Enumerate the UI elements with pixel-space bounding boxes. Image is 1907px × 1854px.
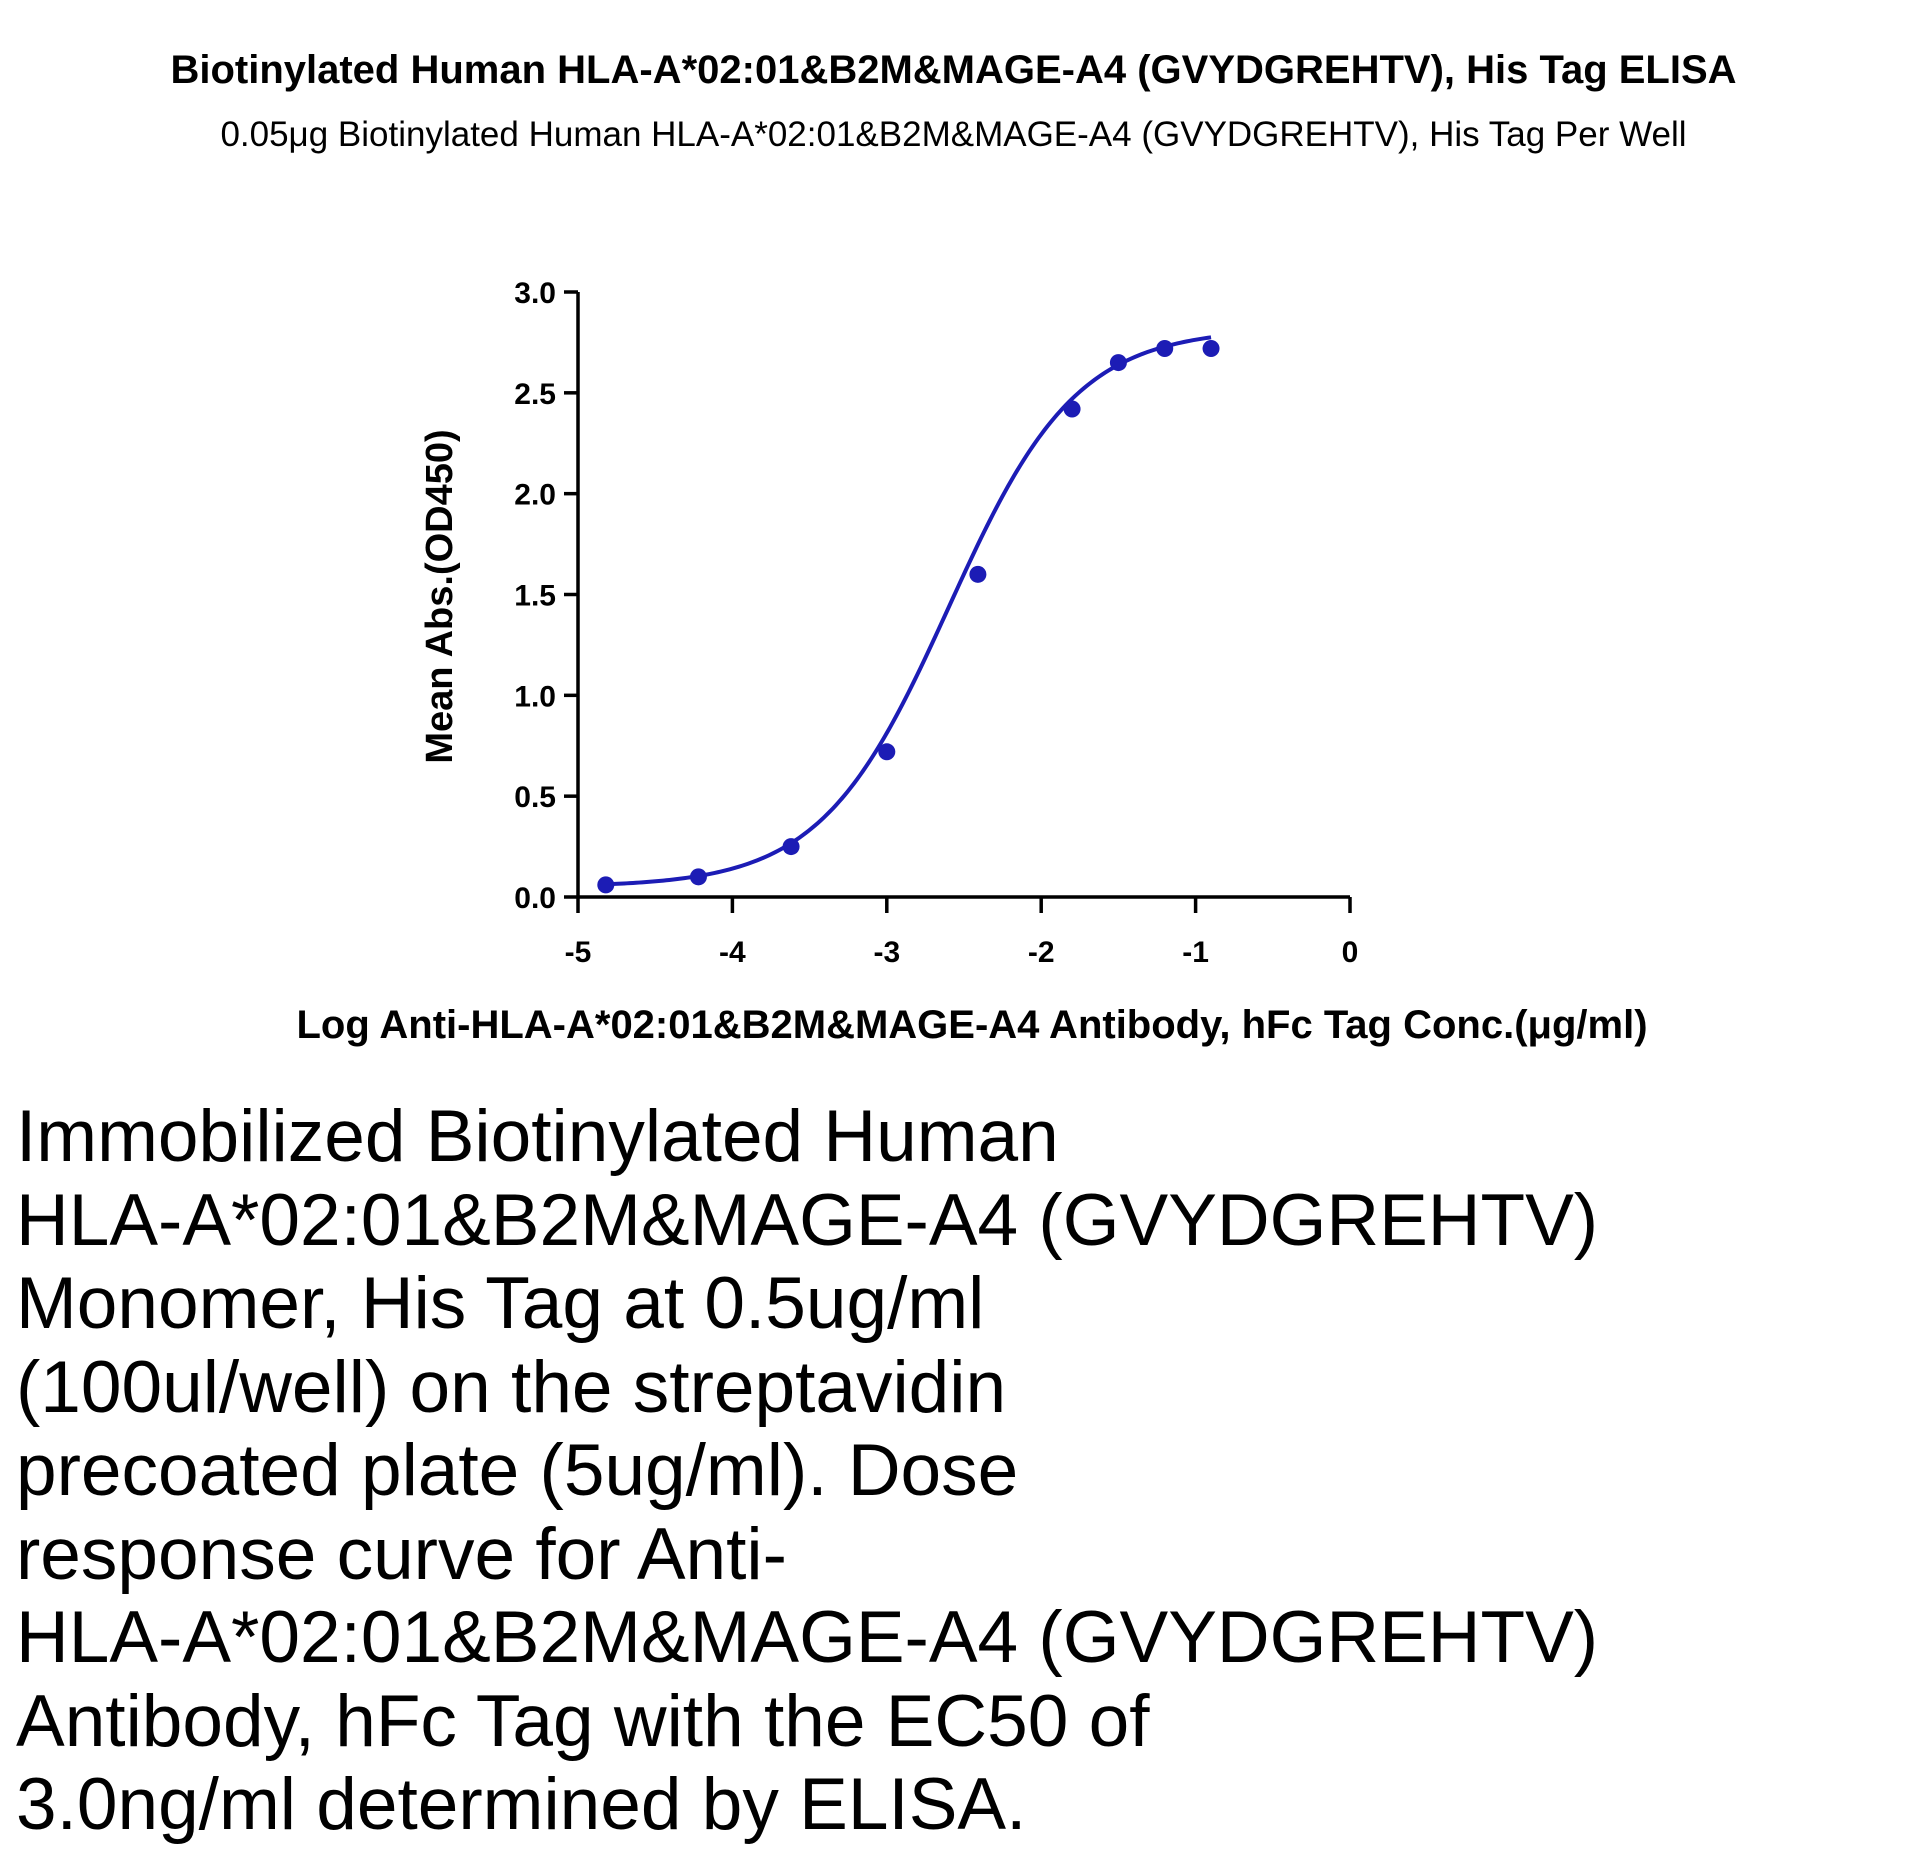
data-point bbox=[878, 743, 896, 761]
data-point bbox=[1109, 354, 1127, 372]
x-tick-label: -3 bbox=[873, 936, 900, 969]
y-axis-title: Mean Abs.(OD450) bbox=[419, 429, 461, 763]
x-tick-label: 0 bbox=[1342, 936, 1359, 969]
data-point bbox=[1156, 339, 1174, 357]
y-tick-label: 3.0 bbox=[514, 277, 556, 310]
y-tick-label: 0.5 bbox=[514, 781, 556, 814]
chart-plot: 0.0 0.5 1.0 1.5 2.0 2.5 3.0 -5 -4 -3 -2 -1 0 Log Anti… bbox=[296, 277, 1647, 1047]
data-point bbox=[597, 876, 615, 894]
chart-title: Biotinylated Human HLA-A*02:01&B2M&MAGE-… bbox=[170, 48, 1737, 92]
fit-curve bbox=[605, 335, 1212, 887]
figure-caption: Immobilized Biotinylated Human HLA-A*02:… bbox=[16, 1096, 1599, 1845]
data-point bbox=[1202, 339, 1220, 357]
data-point bbox=[969, 565, 987, 583]
x-tick-label: -1 bbox=[1182, 936, 1209, 969]
x-tick-label: -2 bbox=[1028, 936, 1055, 969]
y-tick-label: 1.0 bbox=[514, 680, 556, 713]
y-tick-label: 2.0 bbox=[514, 479, 556, 512]
x-tick-label: -5 bbox=[565, 936, 592, 969]
y-tick-label: 0.0 bbox=[514, 882, 556, 915]
chart-subtitle: 0.05μg Biotinylated Human HLA-A*02:01&B2… bbox=[220, 115, 1687, 154]
data-point bbox=[782, 838, 800, 856]
y-tick-label: 2.5 bbox=[514, 378, 556, 411]
data-point bbox=[689, 868, 707, 886]
data-point bbox=[1063, 400, 1081, 418]
x-tick-label: -4 bbox=[719, 936, 746, 969]
x-axis-title: Log Anti-HLA-A*02:01&B2M&MAGE-A4 Antibod… bbox=[296, 1003, 1647, 1047]
y-tick-label: 1.5 bbox=[514, 580, 556, 613]
